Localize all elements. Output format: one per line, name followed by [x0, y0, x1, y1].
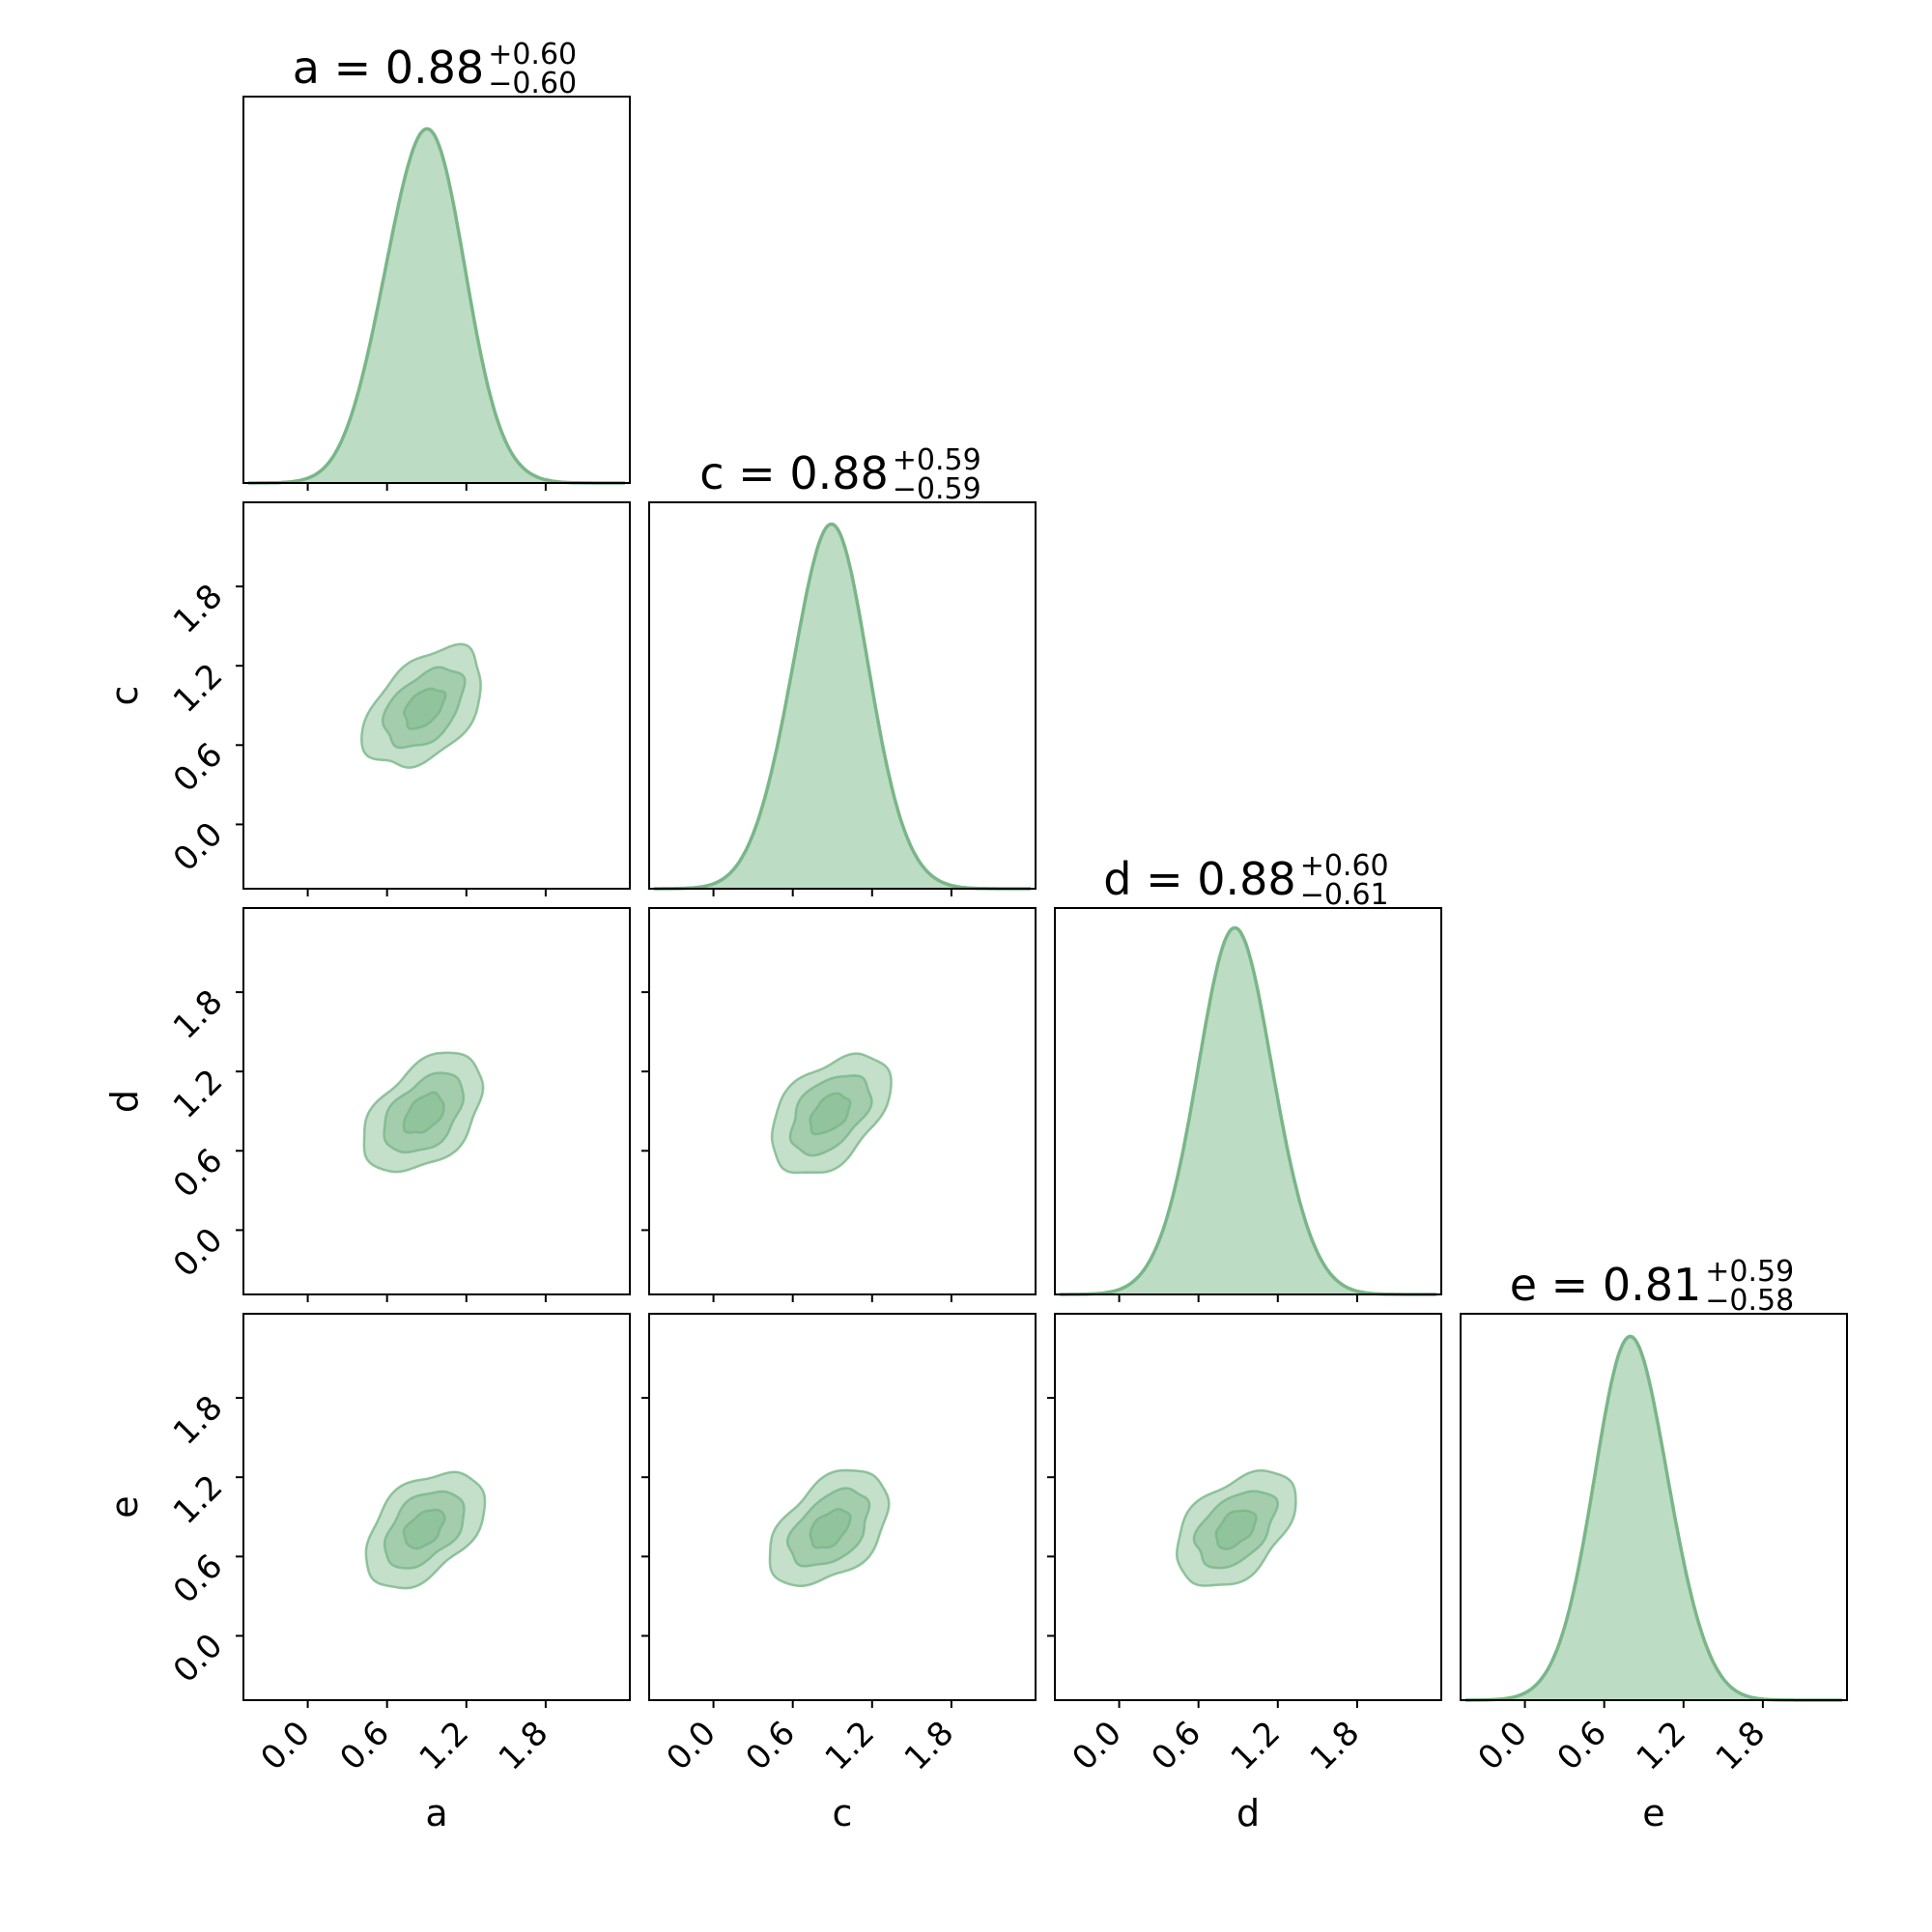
x-axis-label-c: c	[833, 1792, 853, 1834]
panel-c-c	[648, 501, 1037, 896]
density-fill	[248, 128, 625, 484]
x-tick-label: 0.6	[1550, 1714, 1615, 1778]
panel-frame	[648, 907, 1037, 1295]
y-tick-label: 0.0	[166, 815, 231, 880]
x-tick-label: 0.6	[333, 1714, 398, 1778]
contour-1.5sigma	[1175, 1468, 1297, 1587]
panel-frame	[242, 501, 631, 890]
contour-1sigma	[381, 666, 467, 750]
x-axis-label-a: a	[425, 1792, 447, 1834]
density-fill	[1060, 927, 1436, 1294]
y-tick-label: 1.8	[166, 982, 231, 1047]
y-tick-label: 1.8	[166, 577, 231, 641]
contour-1.5sigma	[364, 1470, 487, 1590]
title-upper-error: +0.59	[893, 443, 981, 477]
title-lower-error: −0.60	[488, 67, 577, 100]
y-tick-label: 0.0	[166, 1627, 231, 1691]
x-tick-label: 0.0	[659, 1714, 724, 1778]
density-fill	[1465, 1336, 1842, 1700]
panel-d-c	[641, 907, 1037, 1302]
panel-frame	[242, 96, 631, 484]
x-tick-label: 1.2	[818, 1714, 883, 1778]
x-tick-label: 0.0	[253, 1714, 318, 1778]
x-tick-label: 0.6	[739, 1714, 804, 1778]
panel-frame	[648, 1313, 1037, 1701]
title-value: e = 0.81	[1510, 1259, 1702, 1311]
x-tick-label: 0.0	[1065, 1714, 1129, 1778]
title-lower-error: −0.61	[1300, 878, 1389, 912]
x-tick-label: 1.2	[412, 1714, 477, 1778]
panel-e-e: 0.0 0.6 1.2 1.8	[1460, 1313, 1848, 1778]
title-a: a = 0.88 +0.60−0.60	[293, 38, 577, 100]
panel-e-a: 0.0 0.6 1.2 1.80.00.61.21.8	[166, 1313, 631, 1778]
contour-0.5sigma	[1214, 1509, 1258, 1550]
contour-0.5sigma	[403, 687, 447, 730]
x-axis-label-d: d	[1236, 1792, 1260, 1834]
title-c: c = 0.88 +0.59−0.59	[699, 443, 980, 506]
x-tick-label: 1.8	[897, 1714, 962, 1778]
contour-1.5sigma	[768, 1468, 891, 1588]
x-tick-label: 1.2	[1630, 1714, 1694, 1778]
panel-frame	[648, 501, 1037, 890]
title-upper-error: +0.60	[488, 38, 577, 71]
x-axis-label-e: e	[1642, 1792, 1664, 1834]
contour-1.5sigma	[362, 1051, 485, 1174]
panel-d-a: 0.0 0.6 1.2 1.8	[166, 907, 631, 1302]
title-value: d = 0.88	[1103, 853, 1295, 905]
title-lower-error: −0.58	[1705, 1284, 1794, 1318]
x-tick-label: 1.8	[492, 1714, 556, 1778]
contour-0.5sigma	[402, 1508, 446, 1550]
title-upper-error: +0.60	[1300, 849, 1389, 883]
title-value: c = 0.88	[699, 447, 889, 499]
panel-c-a: 0.0 0.6 1.2 1.8	[166, 501, 631, 896]
panel-d-d	[1054, 907, 1442, 1302]
panel-e-d: 0.0 0.6 1.2 1.8	[1047, 1313, 1442, 1778]
contour-1sigma	[383, 1071, 466, 1154]
x-tick-label: 1.8	[1709, 1714, 1774, 1778]
y-tick-label: 1.8	[166, 1388, 231, 1453]
y-tick-label: 0.6	[166, 1547, 231, 1611]
contour-1sigma	[785, 1487, 871, 1568]
contour-0.5sigma	[402, 1091, 445, 1134]
y-tick-label: 1.2	[166, 656, 231, 721]
panel-frame	[1460, 1313, 1848, 1701]
y-axis-label-c: c	[103, 686, 146, 706]
y-tick-label: 0.0	[166, 1221, 231, 1286]
contour-1sigma	[383, 1490, 466, 1570]
panel-frame	[242, 907, 631, 1295]
density-fill	[654, 524, 1031, 889]
x-tick-label: 1.2	[1224, 1714, 1289, 1778]
title-e: e = 0.81 +0.59−0.58	[1510, 1255, 1794, 1318]
x-tick-label: 1.8	[1303, 1714, 1368, 1778]
contour-1sigma	[788, 1074, 873, 1157]
contour-0.5sigma	[809, 1507, 852, 1549]
y-axis-label-e: e	[103, 1495, 146, 1518]
panel-frame	[1054, 907, 1442, 1295]
panel-frame	[1054, 1313, 1442, 1701]
contour-0.5sigma	[809, 1092, 852, 1136]
title-lower-error: −0.59	[893, 472, 981, 506]
x-tick-label: 0.6	[1145, 1714, 1209, 1778]
panel-a-a	[242, 96, 631, 491]
y-axis-label-d: d	[103, 1090, 146, 1113]
panel-frame	[242, 1313, 631, 1701]
y-tick-label: 0.6	[166, 1141, 231, 1206]
title-value: a = 0.88	[293, 42, 484, 94]
y-tick-label: 0.6	[166, 735, 231, 800]
title-upper-error: +0.59	[1705, 1255, 1794, 1289]
y-tick-label: 1.2	[166, 1062, 231, 1126]
title-d: d = 0.88 +0.60−0.61	[1103, 849, 1388, 912]
x-tick-label: 0.0	[1470, 1714, 1535, 1778]
contour-1.5sigma	[770, 1052, 893, 1175]
panel-e-c: 0.0 0.6 1.2 1.8	[641, 1313, 1037, 1778]
y-tick-label: 1.2	[166, 1467, 231, 1532]
contour-1sigma	[1192, 1490, 1279, 1570]
